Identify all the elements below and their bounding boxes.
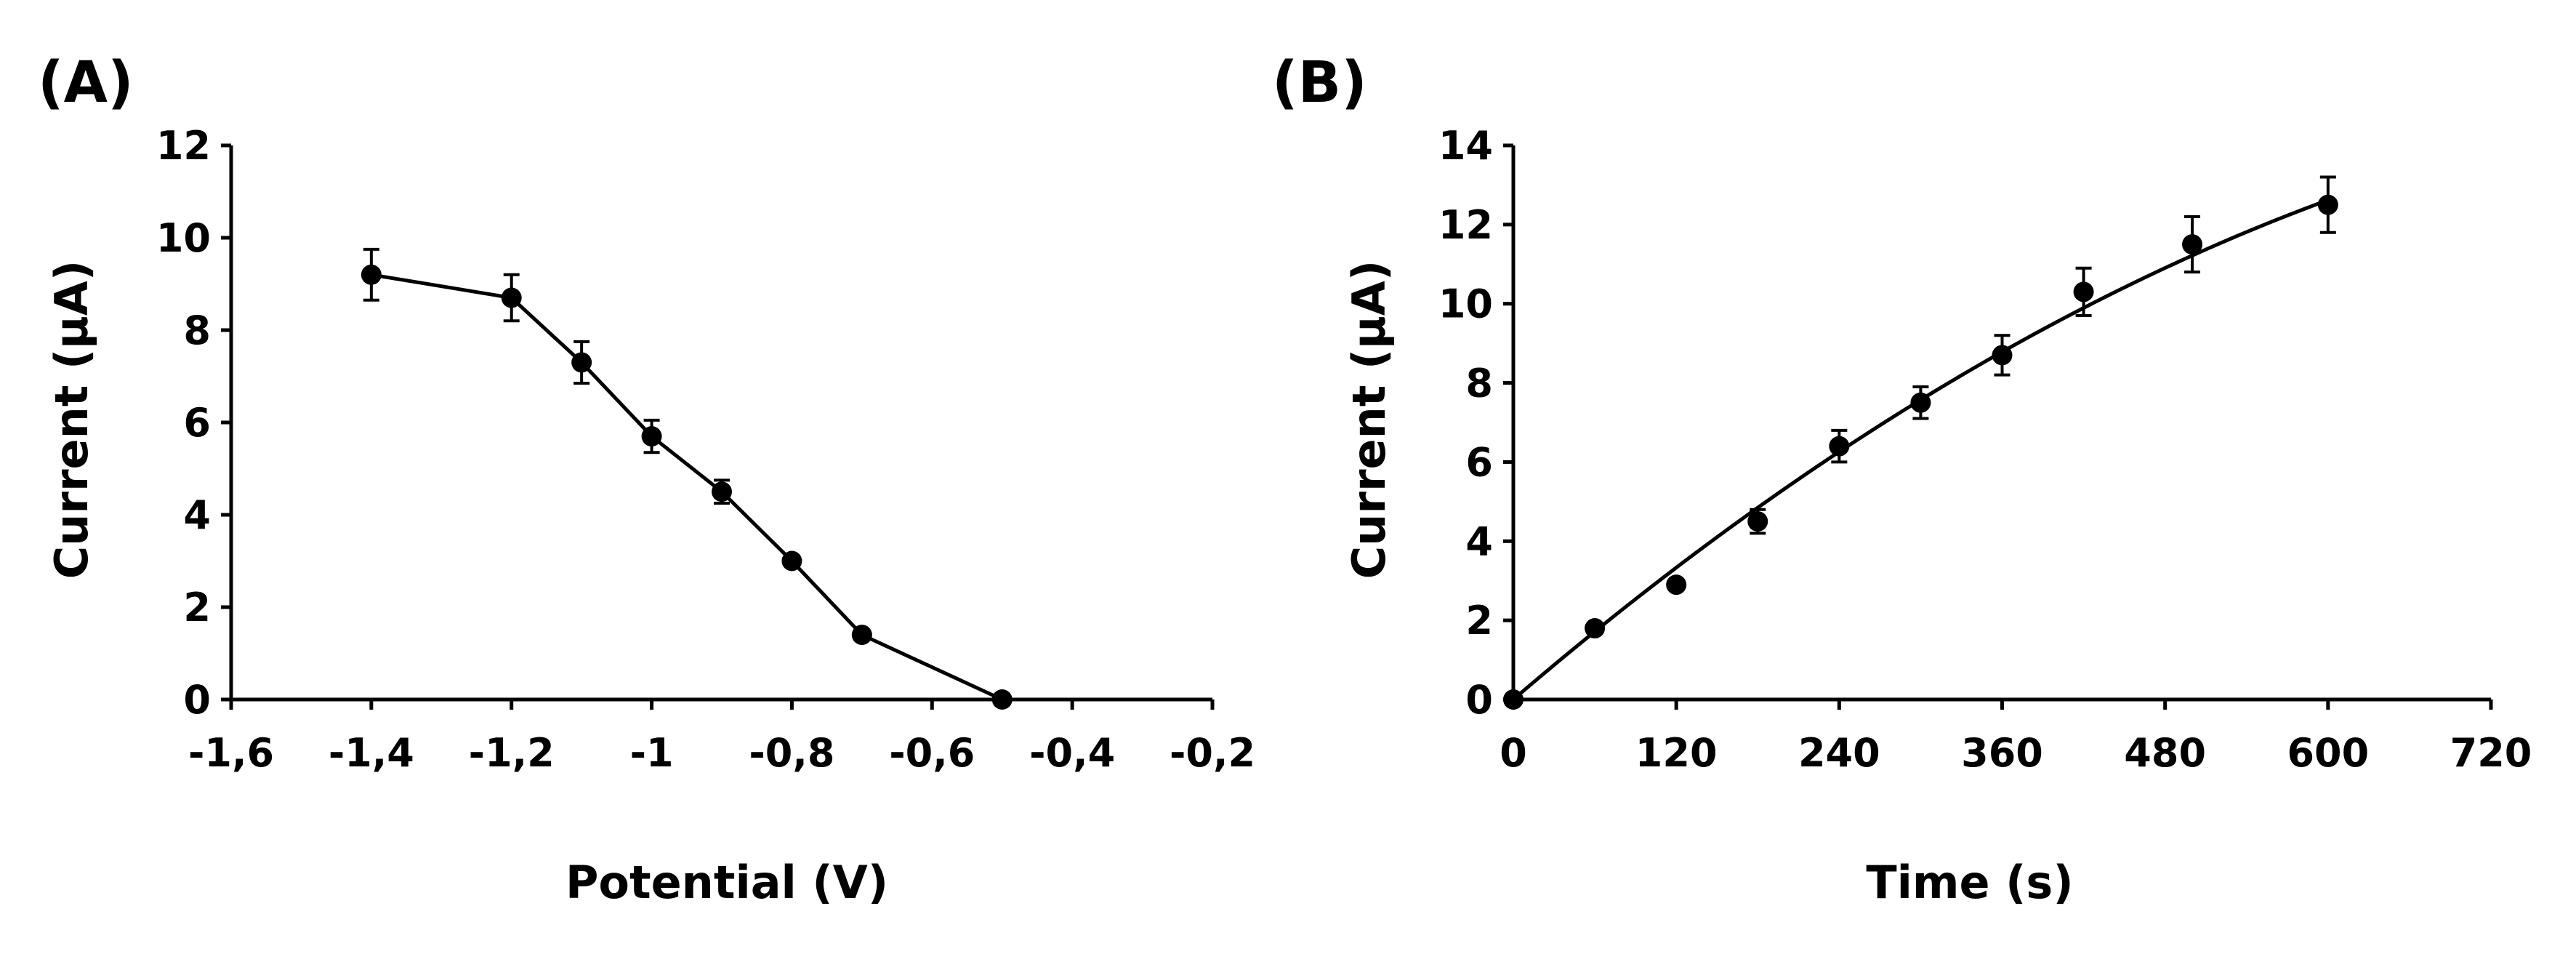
y-tick-label: 4: [1465, 518, 1493, 564]
x-tick-label: 120: [1635, 730, 1718, 776]
chart-panel-a: (A) 0 2 4 6 8 10 12 -1,6 -1,4 -1,2 -1 -0,8 -0,6 -0,4…: [38, 50, 1255, 909]
y-tick-label: 6: [1465, 439, 1493, 485]
x-tick-label: -0,8: [749, 730, 834, 776]
y-tick-label: 14: [1438, 123, 1493, 169]
x-tick-label: 0: [1500, 730, 1527, 776]
data-point: [1910, 392, 1931, 413]
chart-panel-b: (B) 0 2 4 6 8 10 12 14 0 120 240 360 480 600 720 Curr…: [1272, 50, 2532, 909]
data-point: [1585, 618, 1606, 639]
data-point: [1666, 574, 1687, 596]
data-point: [641, 426, 662, 447]
x-tick-label: -0,4: [1029, 730, 1115, 776]
panel-label-b: (B): [1272, 50, 1367, 116]
y-tick-label: 0: [183, 677, 211, 723]
data-point: [1747, 511, 1768, 532]
data-point: [501, 287, 522, 308]
x-tick-label: 480: [2124, 730, 2206, 776]
x-tick-label: -1,2: [469, 730, 555, 776]
y-axis-ticks: 0 2 4 6 8 10 12: [156, 123, 231, 723]
y-axis-title: Current (µA): [45, 260, 98, 579]
data-point: [1829, 436, 1850, 457]
y-tick-label: 12: [1438, 202, 1493, 248]
y-tick-label: 8: [183, 308, 211, 353]
y-tick-label: 2: [183, 585, 211, 630]
y-tick-label: 12: [156, 123, 211, 169]
y-tick-label: 10: [156, 215, 211, 261]
y-tick-label: 2: [1465, 598, 1493, 644]
x-tick-label: -1: [630, 730, 674, 776]
x-axis-title: Time (s): [1866, 856, 2073, 909]
data-point: [781, 550, 802, 572]
data-point: [2182, 234, 2203, 255]
data-series: [361, 247, 1013, 710]
x-tick-label: 240: [1798, 730, 1880, 776]
y-tick-label: 10: [1438, 281, 1493, 327]
x-tick-label: -0,2: [1170, 730, 1255, 776]
x-tick-label: 720: [2450, 730, 2532, 776]
x-axis-ticks: 0 120 240 360 480 600 720: [1500, 700, 2532, 776]
x-tick-label: -1,6: [188, 730, 274, 776]
data-series: [1503, 175, 2338, 710]
y-axis-ticks: 0 2 4 6 8 10 12 14: [1438, 123, 1513, 723]
trendline: [1512, 198, 2329, 701]
y-tick-label: 6: [183, 400, 211, 446]
y-tick-label: 4: [183, 492, 211, 538]
x-tick-label: -0,6: [889, 730, 975, 776]
series-line: [371, 273, 1003, 702]
panel-label-a: (A): [38, 50, 134, 116]
x-axis-title: Potential (V): [565, 856, 888, 909]
y-axis-title: Current (µA): [1343, 260, 1396, 579]
data-point: [571, 352, 592, 373]
data-point: [1503, 689, 1524, 710]
data-point: [361, 264, 382, 285]
x-tick-label: 360: [1961, 730, 2043, 776]
x-axis-ticks: -1,6 -1,4 -1,2 -1 -0,8 -0,6 -0,4 -0,2: [188, 700, 1255, 776]
y-tick-label: 0: [1465, 677, 1493, 723]
y-tick-label: 8: [1465, 361, 1493, 406]
data-point: [712, 481, 732, 502]
x-tick-label: 600: [2287, 730, 2369, 776]
data-point: [2073, 281, 2094, 302]
x-tick-label: -1,4: [329, 730, 414, 776]
data-point: [1992, 345, 2013, 366]
data-point: [2317, 194, 2338, 215]
data-point: [991, 689, 1013, 710]
data-point: [851, 625, 872, 646]
